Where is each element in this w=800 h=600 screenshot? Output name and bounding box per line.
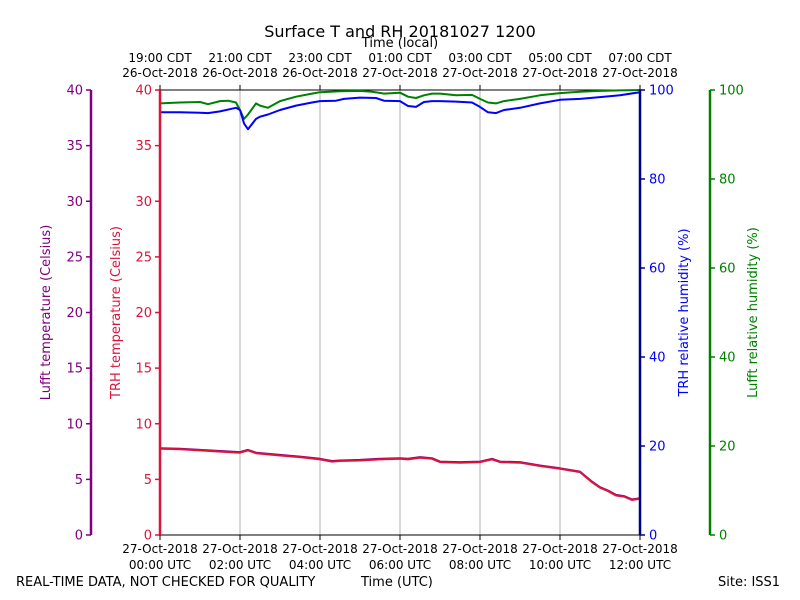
top-x-tick-label: 27-Oct-2018 <box>362 66 438 80</box>
lufft-temp-axis-label: Lufft temperature (Celsius) <box>39 225 54 401</box>
x-tick-label: 27-Oct-2018 <box>602 542 678 556</box>
lufft-temp-tick-label: 40 <box>66 84 83 99</box>
trh-temp-tick-label: 40 <box>135 84 152 99</box>
trh-rh-tick-label: 100 <box>649 84 674 99</box>
x-tick-label: 00:00 UTC <box>129 558 191 572</box>
trh-temp-tick-label: 25 <box>135 250 152 265</box>
top-x-tick-label: 26-Oct-2018 <box>122 66 198 80</box>
lufft-rh-tick-label: 60 <box>719 262 736 277</box>
x-tick-label: 12:00 UTC <box>609 558 671 572</box>
x-tick-label: 08:00 UTC <box>449 558 511 572</box>
x-tick-label: 10:00 UTC <box>529 558 591 572</box>
trh-temp-tick-label: 20 <box>135 306 152 321</box>
lufft-temp-tick-label: 0 <box>75 529 83 544</box>
top-x-tick-label: 26-Oct-2018 <box>282 66 358 80</box>
top-x-tick-label: 26-Oct-2018 <box>202 66 278 80</box>
trh-rh-tick-label: 40 <box>649 351 666 366</box>
lufft-temp-tick-label: 10 <box>66 417 83 432</box>
lufft-temp-tick-label: 20 <box>66 306 83 321</box>
x-tick-label: 27-Oct-2018 <box>122 542 198 556</box>
trh-temp-tick-label: 30 <box>135 195 152 210</box>
lufft-rh-tick-label: 20 <box>719 440 736 455</box>
lufft-rh-tick-label: 40 <box>719 351 736 366</box>
trh-temp-tick-label: 35 <box>135 139 152 154</box>
top-x-tick-label: 03:00 CDT <box>448 51 512 65</box>
lufft-rh-axis-label: Lufft relative humidity (%) <box>746 227 761 398</box>
trh-rh-tick-label: 80 <box>649 173 666 188</box>
x-tick-label: 27-Oct-2018 <box>442 542 518 556</box>
lufft-temp-tick-label: 30 <box>66 195 83 210</box>
series-line-trh-relative-humidity <box>160 91 641 131</box>
trh-temp-tick-label: 5 <box>144 473 152 488</box>
trh-temp-tick-label: 10 <box>135 417 152 432</box>
trh-temp-tick-label: 15 <box>135 362 152 377</box>
trh-rh-tick-label: 0 <box>649 529 657 544</box>
series-line-lufft-relative-humidity <box>159 89 641 120</box>
lufft-temp-tick-label: 5 <box>75 473 83 488</box>
lufft-temp-tick-label: 15 <box>66 362 83 377</box>
trh-rh-tick-label: 60 <box>649 262 666 277</box>
lufft-temp-tick-label: 25 <box>66 250 83 265</box>
x-tick-label: 27-Oct-2018 <box>522 542 598 556</box>
chart-title: Surface T and RH 20181027 1200 <box>264 22 536 41</box>
x-tick-label: 04:00 UTC <box>289 558 351 572</box>
site-label: Site: ISS1 <box>718 575 781 590</box>
top-x-tick-label: 27-Oct-2018 <box>522 66 598 80</box>
top-x-tick-label: 27-Oct-2018 <box>442 66 518 80</box>
x-axis-label: Time (UTC) <box>361 575 433 590</box>
top-x-tick-label: 23:00 CDT <box>288 51 352 65</box>
trh-rh-tick-label: 20 <box>649 440 666 455</box>
top-x-tick-label: 21:00 CDT <box>208 51 272 65</box>
trh-temp-axis-label: TRH temperature (Celsius) <box>109 226 124 400</box>
x-tick-label: 06:00 UTC <box>369 558 431 572</box>
lufft-rh-tick-label: 80 <box>719 173 736 188</box>
x-tick-label: 27-Oct-2018 <box>362 542 438 556</box>
series-line-trh-temperature <box>159 447 641 501</box>
lufft-rh-tick-label: 100 <box>719 84 744 99</box>
x-tick-label: 27-Oct-2018 <box>282 542 358 556</box>
top-x-tick-label: 05:00 CDT <box>528 51 592 65</box>
x-tick-label: 27-Oct-2018 <box>202 542 278 556</box>
x-tick-label: 02:00 UTC <box>209 558 271 572</box>
top-x-tick-label: 27-Oct-2018 <box>602 66 678 80</box>
top-x-tick-label: 19:00 CDT <box>128 51 192 65</box>
top-x-tick-label: 07:00 CDT <box>608 51 672 65</box>
trh-temp-tick-label: 0 <box>144 529 152 544</box>
trh-rh-axis-label: TRH relative humidity (%) <box>677 228 692 397</box>
top-axis-label: Time (local) <box>361 36 438 51</box>
lufft-temp-tick-label: 35 <box>66 139 83 154</box>
lufft-rh-tick-label: 0 <box>719 529 727 544</box>
quality-disclaimer: REAL-TIME DATA, NOT CHECKED FOR QUALITY <box>16 575 316 590</box>
top-x-tick-label: 01:00 CDT <box>368 51 432 65</box>
